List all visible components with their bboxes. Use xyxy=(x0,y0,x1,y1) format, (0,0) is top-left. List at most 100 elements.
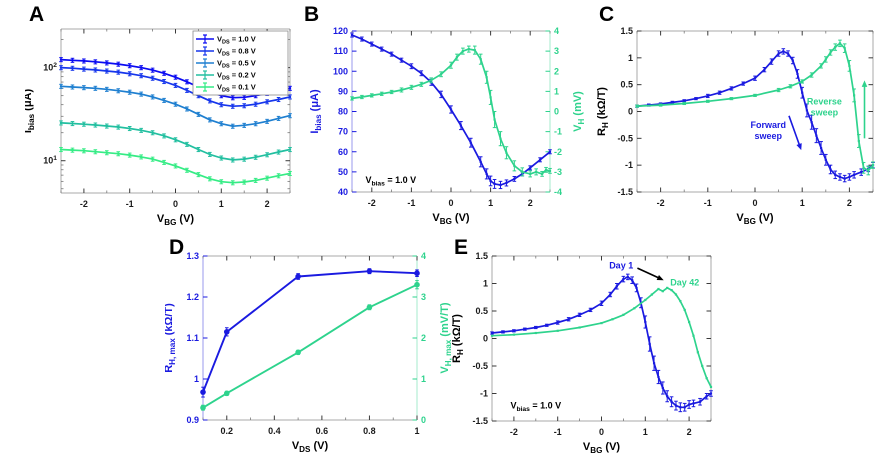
panel-c: C -2 -1 0 1 2 -1.5 -1 -0.5 0 0.5 1 1.5 VBG (V) RH (kΩ… xyxy=(595,2,886,226)
svg-text:0.2: 0.2 xyxy=(221,426,234,436)
svg-text:VDS = 0.2 V: VDS = 0.2 V xyxy=(217,71,256,82)
svg-text:-2: -2 xyxy=(554,147,562,157)
svg-text:-1: -1 xyxy=(704,198,712,208)
svg-text:60: 60 xyxy=(338,147,348,157)
panel-e-chart: -2 -1 0 1 2 -1.5 -1 -0.5 0 0.5 1 1.5 VBG (V) RH (kΩ/T… xyxy=(451,251,713,455)
svg-text:4: 4 xyxy=(554,26,559,36)
svg-text:0: 0 xyxy=(448,198,453,208)
svg-text:VDS (V): VDS (V) xyxy=(292,440,329,454)
svg-text:1: 1 xyxy=(219,199,224,209)
svg-text:VH (mV): VH (mV) xyxy=(572,91,586,132)
svg-text:1: 1 xyxy=(628,53,633,63)
svg-text:RH, max (kΩ/T): RH, max (kΩ/T) xyxy=(165,303,177,373)
svg-text:VDS = 0.1 V: VDS = 0.1 V xyxy=(217,83,256,94)
svg-text:0: 0 xyxy=(628,107,633,117)
svg-text:0: 0 xyxy=(421,415,426,425)
svg-text:-2: -2 xyxy=(80,199,88,209)
svg-text:120: 120 xyxy=(333,26,348,36)
panel-d: D 0.2 0.4 0.6 0.8 1 0.9 1 1.1 1.2 1.3 0 1 2 3 4 VDS (V)… xyxy=(165,235,460,466)
svg-text:-0.5: -0.5 xyxy=(617,133,633,143)
svg-text:-1.5: -1.5 xyxy=(472,416,488,426)
panel-e-label: E xyxy=(454,236,469,259)
svg-text:0.4: 0.4 xyxy=(268,426,281,436)
svg-text:VBG (V): VBG (V) xyxy=(583,441,621,455)
svg-text:80: 80 xyxy=(338,107,348,117)
svg-text:2: 2 xyxy=(847,198,852,208)
panel-c-label: C xyxy=(599,3,615,26)
panel-b-chart: -2 -1 0 1 2 40 50 60 70 80 90 100 110 120 -4 -3 -2 -1 0 1 2 3… xyxy=(309,26,586,226)
svg-text:Day 1: Day 1 xyxy=(609,260,633,270)
svg-text:sweep: sweep xyxy=(811,108,839,118)
panel-b-label: B xyxy=(304,3,320,26)
svg-text:sweep: sweep xyxy=(754,131,782,141)
svg-text:2: 2 xyxy=(687,427,692,437)
svg-text:VDS = 0.8 V: VDS = 0.8 V xyxy=(217,47,256,58)
svg-text:0.9: 0.9 xyxy=(186,415,199,425)
svg-text:-2: -2 xyxy=(510,427,518,437)
svg-text:0: 0 xyxy=(554,107,559,117)
svg-text:110: 110 xyxy=(333,46,348,56)
svg-text:1: 1 xyxy=(488,198,493,208)
svg-text:Ibias (μA): Ibias (μA) xyxy=(309,89,323,134)
svg-text:90: 90 xyxy=(338,86,348,96)
svg-text:-1: -1 xyxy=(554,127,562,137)
svg-text:2: 2 xyxy=(265,199,270,209)
svg-text:1: 1 xyxy=(554,86,559,96)
svg-text:VH, max (mV/T): VH, max (mV/T) xyxy=(439,302,453,374)
svg-text:-3: -3 xyxy=(554,167,562,177)
panel-a-label: A xyxy=(29,3,45,26)
svg-text:0.6: 0.6 xyxy=(316,426,329,436)
svg-text:Forward: Forward xyxy=(750,120,786,130)
svg-text:-1: -1 xyxy=(480,389,488,399)
panel-a-chart: -2 -1 0 1 2 101 102 VBG (V) Ibias (μA) VDS = 1.0 … xyxy=(25,28,292,226)
svg-text:0: 0 xyxy=(173,199,178,209)
svg-text:0: 0 xyxy=(752,198,757,208)
svg-text:Day 42: Day 42 xyxy=(670,277,699,287)
panel-e: E -2 -1 0 1 2 -1.5 -1 -0.5 0 0.5 1 1.5 VBG (V) RH (kΩ… xyxy=(450,235,730,466)
svg-text:1: 1 xyxy=(800,198,805,208)
svg-text:-0.5: -0.5 xyxy=(472,361,488,371)
svg-text:1.1: 1.1 xyxy=(186,333,199,343)
svg-text:-1: -1 xyxy=(625,160,633,170)
svg-text:-2: -2 xyxy=(368,198,376,208)
svg-text:0.5: 0.5 xyxy=(475,306,488,316)
svg-text:-1: -1 xyxy=(126,199,134,209)
svg-text:40: 40 xyxy=(338,187,348,197)
svg-text:101: 101 xyxy=(43,155,57,166)
svg-text:-1: -1 xyxy=(407,198,415,208)
svg-text:-4: -4 xyxy=(554,187,562,197)
svg-text:100: 100 xyxy=(333,66,348,76)
svg-text:2: 2 xyxy=(528,198,533,208)
svg-text:-2: -2 xyxy=(657,198,665,208)
svg-text:102: 102 xyxy=(43,62,57,73)
svg-text:0: 0 xyxy=(599,427,604,437)
svg-text:1.5: 1.5 xyxy=(620,26,633,36)
svg-text:1.5: 1.5 xyxy=(475,251,488,261)
svg-text:1: 1 xyxy=(483,279,488,289)
svg-text:2: 2 xyxy=(421,333,426,343)
svg-text:3: 3 xyxy=(554,46,559,56)
svg-text:RH (kΩ/T): RH (kΩ/T) xyxy=(451,314,465,363)
svg-text:-1.5: -1.5 xyxy=(617,187,633,197)
svg-text:Vbias = 1.0 V: Vbias = 1.0 V xyxy=(365,175,416,188)
svg-text:1: 1 xyxy=(414,426,419,436)
svg-text:0.5: 0.5 xyxy=(620,80,633,90)
svg-text:1: 1 xyxy=(194,374,199,384)
svg-text:50: 50 xyxy=(338,167,348,177)
panel-c-chart: -2 -1 0 1 2 -1.5 -1 -0.5 0 0.5 1 1.5 VBG (V) RH (kΩ/T… xyxy=(596,26,875,226)
svg-text:Ibias (μA): Ibias (μA) xyxy=(25,89,36,134)
panel-b: B -2 -1 0 1 2 40 50 60 70 80 90 100 110 120 -4 -3 -2 -1 0 1… xyxy=(300,2,588,226)
svg-text:VDS = 1.0 V: VDS = 1.0 V xyxy=(217,35,256,46)
svg-text:0: 0 xyxy=(483,334,488,344)
svg-text:0.8: 0.8 xyxy=(363,426,376,436)
svg-text:1: 1 xyxy=(421,374,426,384)
svg-text:Reverse: Reverse xyxy=(807,97,842,107)
svg-text:3: 3 xyxy=(421,292,426,302)
svg-text:1: 1 xyxy=(643,427,648,437)
svg-text:Vbias = 1.0 V: Vbias = 1.0 V xyxy=(510,401,561,414)
svg-text:1.3: 1.3 xyxy=(186,251,199,261)
svg-text:VDS = 0.5 V: VDS = 0.5 V xyxy=(217,59,256,70)
svg-text:RH (kΩ/T): RH (kΩ/T) xyxy=(596,87,610,136)
